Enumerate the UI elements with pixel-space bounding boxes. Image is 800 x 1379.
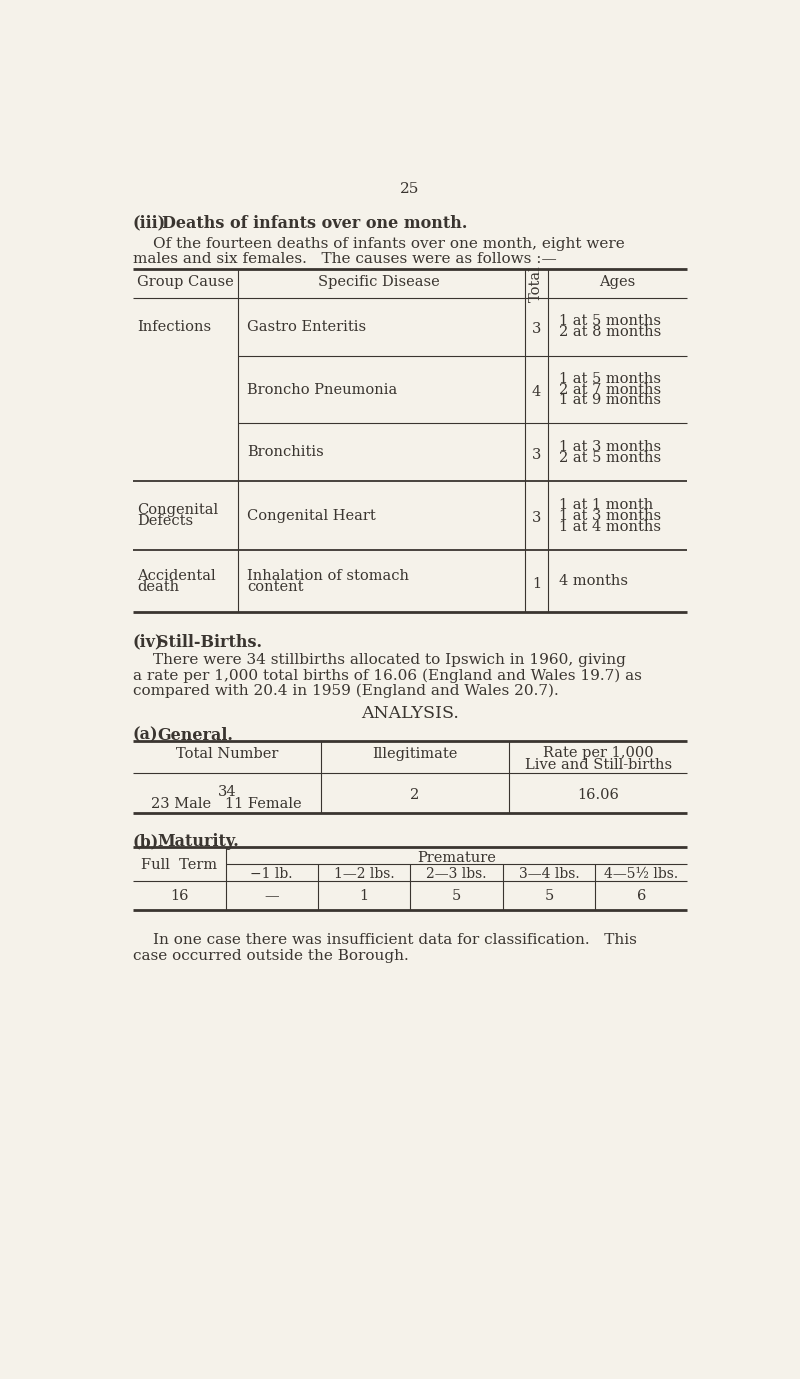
Text: Illegitimate: Illegitimate: [372, 747, 458, 761]
Text: 23 Male   11 Female: 23 Male 11 Female: [151, 797, 302, 811]
Text: Still-Births.: Still-Births.: [158, 633, 262, 651]
Text: 25: 25: [400, 182, 420, 196]
Text: Congenital: Congenital: [138, 503, 218, 517]
Text: —: —: [265, 889, 279, 903]
Text: 1 at 9 months: 1 at 9 months: [558, 393, 661, 407]
Text: 1—2 lbs.: 1—2 lbs.: [334, 867, 394, 881]
Text: content: content: [247, 579, 304, 594]
Text: Specific Disease: Specific Disease: [318, 274, 440, 288]
Text: Congenital Heart: Congenital Heart: [247, 509, 376, 523]
Text: Gastro Enteritis: Gastro Enteritis: [247, 320, 366, 334]
Text: 1: 1: [532, 576, 541, 590]
Text: Inhalation of stomach: Inhalation of stomach: [247, 570, 410, 583]
Text: Premature: Premature: [417, 851, 496, 865]
Text: 3: 3: [532, 448, 541, 462]
Text: (a): (a): [133, 727, 158, 743]
Text: Broncho Pneumonia: Broncho Pneumonia: [247, 382, 398, 397]
Text: Live and Still-births: Live and Still-births: [525, 757, 672, 772]
Text: Accidental: Accidental: [138, 570, 216, 583]
Text: 2 at 5 months: 2 at 5 months: [558, 451, 661, 465]
Text: males and six females.   The causes were as follows :—: males and six females. The causes were a…: [133, 252, 556, 266]
Text: 2 at 8 months: 2 at 8 months: [558, 325, 661, 339]
Text: In one case there was insufficient data for classification.   This: In one case there was insufficient data …: [153, 934, 637, 947]
Text: Infections: Infections: [138, 320, 211, 334]
Text: death: death: [138, 579, 179, 594]
Text: 5: 5: [452, 889, 461, 903]
Text: (iv): (iv): [133, 633, 163, 651]
Text: Ages: Ages: [599, 274, 636, 288]
Text: 3—4 lbs.: 3—4 lbs.: [518, 867, 579, 881]
Text: 16.06: 16.06: [578, 789, 619, 803]
Text: Rate per 1,000: Rate per 1,000: [543, 746, 654, 760]
Text: 1 at 1 month: 1 at 1 month: [558, 498, 653, 512]
Text: Defects: Defects: [138, 514, 194, 528]
Text: Bronchitis: Bronchitis: [247, 445, 324, 459]
Text: a rate per 1,000 total births of 16.06 (England and Wales 19.7) as: a rate per 1,000 total births of 16.06 (…: [133, 669, 642, 683]
Text: 1 at 4 months: 1 at 4 months: [558, 520, 661, 534]
Text: 4—5½ lbs.: 4—5½ lbs.: [604, 867, 678, 881]
Text: 4: 4: [532, 385, 541, 399]
Text: 1: 1: [359, 889, 369, 903]
Text: Total Number: Total Number: [175, 747, 278, 761]
Text: Of the fourteen deaths of infants over one month, eight were: Of the fourteen deaths of infants over o…: [153, 237, 625, 251]
Text: 1 at 3 months: 1 at 3 months: [558, 440, 661, 454]
Text: 16: 16: [170, 889, 188, 903]
Text: (iii): (iii): [133, 215, 166, 232]
Text: General.: General.: [158, 727, 234, 743]
Text: Deaths of infants over one month.: Deaths of infants over one month.: [162, 215, 467, 232]
Text: Total: Total: [530, 265, 543, 302]
Text: 2 at 7 months: 2 at 7 months: [558, 382, 661, 397]
Text: Full  Term: Full Term: [141, 859, 217, 873]
Text: −1 lb.: −1 lb.: [250, 867, 293, 881]
Text: 4 months: 4 months: [558, 574, 628, 589]
Text: 6: 6: [637, 889, 646, 903]
Text: compared with 20.4 in 1959 (England and Wales 20.7).: compared with 20.4 in 1959 (England and …: [133, 684, 558, 698]
Text: 2—3 lbs.: 2—3 lbs.: [426, 867, 486, 881]
Text: There were 34 stillbirths allocated to Ipswich in 1960, giving: There were 34 stillbirths allocated to I…: [153, 652, 626, 667]
Text: 3: 3: [532, 323, 541, 336]
Text: 34: 34: [218, 785, 236, 800]
Text: 1 at 5 months: 1 at 5 months: [558, 314, 661, 328]
Text: Maturity.: Maturity.: [158, 833, 239, 849]
Text: 1 at 3 months: 1 at 3 months: [558, 509, 661, 523]
Text: 1 at 5 months: 1 at 5 months: [558, 372, 661, 386]
Text: 2: 2: [410, 789, 420, 803]
Text: (b): (b): [133, 833, 158, 849]
Text: case occurred outside the Borough.: case occurred outside the Borough.: [133, 949, 408, 963]
Text: 5: 5: [544, 889, 554, 903]
Text: Group Cause: Group Cause: [137, 274, 234, 288]
Text: 3: 3: [532, 512, 541, 525]
Text: ANALYSIS.: ANALYSIS.: [361, 705, 459, 723]
